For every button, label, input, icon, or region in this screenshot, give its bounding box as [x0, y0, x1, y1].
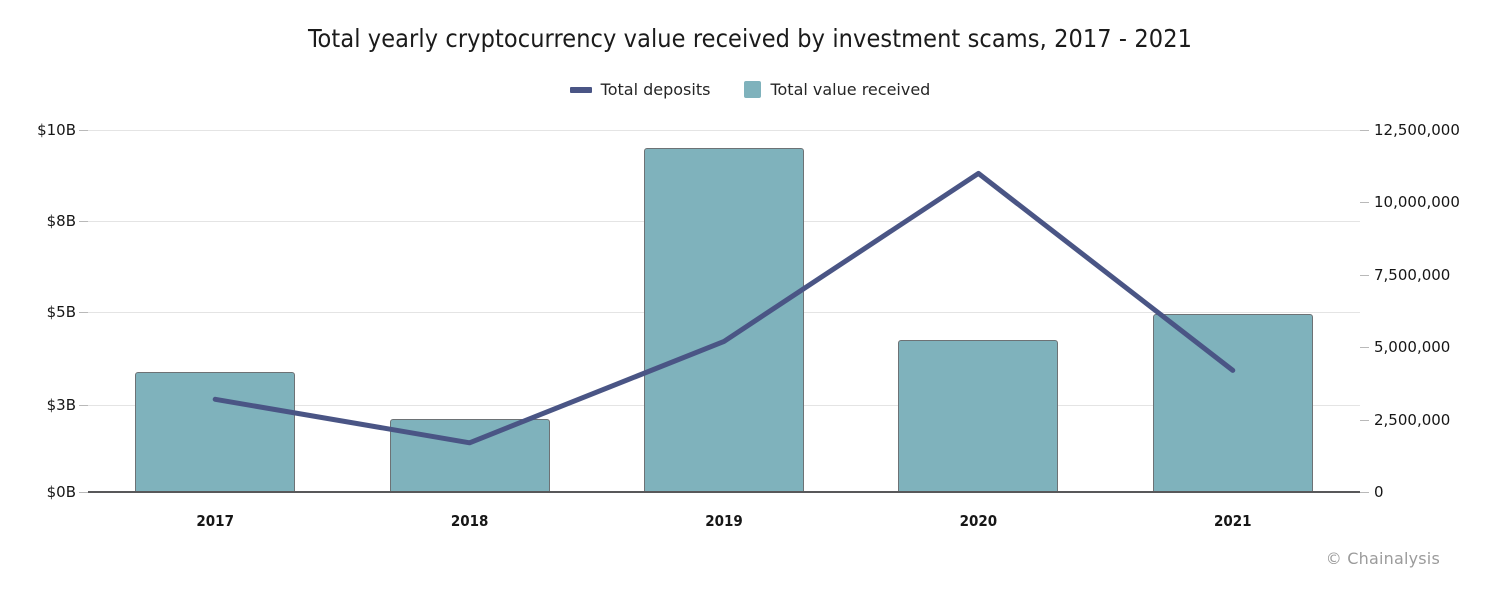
legend-label-total-value-received: Total value received [770, 80, 931, 99]
x-axis-tick-label: 2018 [450, 512, 489, 530]
left-axis-tick-label: $3B [46, 395, 76, 414]
x-axis-tick-label: 2017 [196, 512, 234, 530]
left-axis-tick-label: $10B [37, 121, 76, 139]
left-axis-tick-mark [79, 312, 88, 314]
right-axis-tick-label: 2,500,000 [1374, 410, 1451, 429]
right-axis-tick-mark [1360, 347, 1369, 349]
box-swatch-icon [744, 81, 762, 98]
bar[interactable] [898, 339, 1059, 492]
x-axis-tick-label: 2019 [705, 512, 743, 530]
left-axis-tick-label: $5B [46, 303, 76, 322]
right-axis-tick-mark [1360, 492, 1369, 493]
legend-item-total-deposits[interactable]: Total deposits [569, 80, 711, 99]
right-axis-tick-label: 7,500,000 [1374, 265, 1451, 284]
x-axis-baseline [88, 491, 1360, 493]
legend-item-total-value-received[interactable]: Total value received [744, 80, 930, 99]
left-axis-tick-mark [79, 492, 88, 493]
chart-title: Total yearly cryptocurrency value receiv… [307, 24, 1193, 53]
line-series-total-deposits [212, 170, 1236, 446]
x-axis-tick-label: 2021 [1214, 512, 1252, 530]
x-axis-tick-label: 2020 [959, 512, 998, 530]
left-axis-tick-label: $0B [46, 483, 76, 501]
right-axis-tick-label: 12,500,000 [1374, 121, 1460, 139]
left-axis-tick-label: $8B [46, 211, 76, 230]
chart-legend: Total deposits Total value received [0, 80, 1500, 99]
bar[interactable] [1152, 314, 1313, 492]
right-axis-tick-label: 10,000,000 [1374, 193, 1460, 212]
bar[interactable] [644, 148, 804, 492]
legend-label-total-deposits: Total deposits [600, 80, 711, 99]
chainalysis-watermark: © Chainalysis [1325, 549, 1440, 568]
right-axis-tick-label: 5,000,000 [1374, 338, 1451, 357]
right-axis-tick-mark [1360, 419, 1369, 421]
line-swatch-icon [569, 86, 592, 93]
right-axis-tick-mark [1360, 202, 1369, 204]
left-axis-tick-mark [79, 130, 88, 131]
left-axis-tick-mark [79, 404, 88, 406]
right-axis-tick-label: 0 [1374, 483, 1384, 501]
gridline [88, 130, 1360, 131]
right-axis-tick-mark [1360, 130, 1369, 131]
right-axis-tick-mark [1360, 274, 1369, 276]
plot-area: $10B $8B $5B $3B $0B 12,500,000 10,000,000 7,5… [37, 121, 1460, 530]
left-axis-tick-mark [79, 220, 88, 222]
